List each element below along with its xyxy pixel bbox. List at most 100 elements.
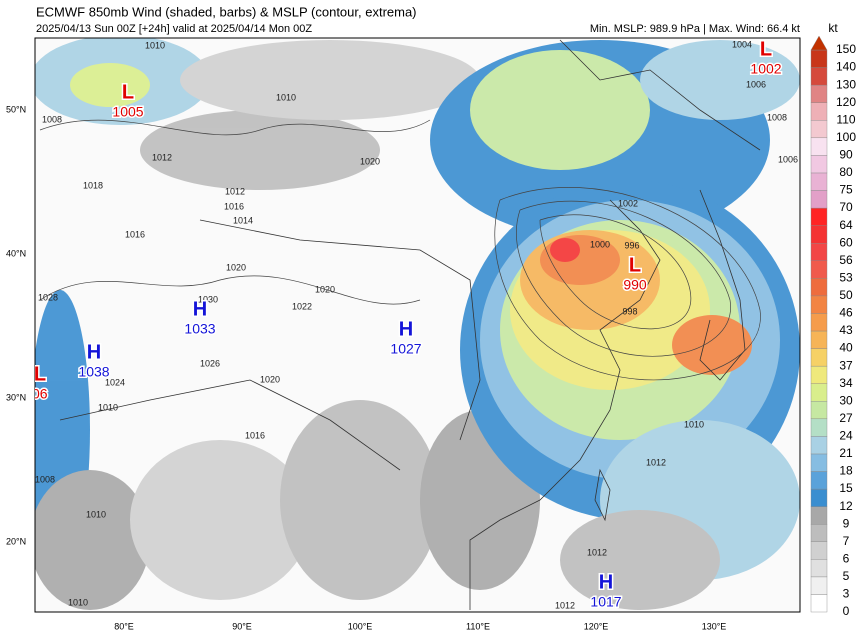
isobar-label: 1022	[292, 301, 312, 311]
isobar-label: 1008	[767, 112, 787, 122]
isobar-label: 1002	[618, 198, 638, 208]
lon-label: 90°E	[232, 621, 252, 631]
isobar-label: 1010	[276, 92, 296, 102]
colorbar-segment	[810, 365, 828, 384]
center-symbol: H	[87, 341, 101, 363]
colorbar-segment	[810, 137, 828, 156]
colorbar-label: 110	[836, 112, 855, 126]
colorbar-label: 46	[839, 306, 853, 320]
center-symbol: H	[399, 318, 413, 340]
isobar-label: 1010	[145, 40, 165, 50]
center-symbol: L	[34, 363, 46, 385]
lon-label: 110°E	[466, 621, 490, 631]
colorbar-segment	[810, 348, 828, 367]
isobar-label: 998	[622, 306, 637, 316]
colorbar-segment	[810, 120, 828, 139]
colorbar-arrow	[810, 35, 828, 51]
colorbar-label: 90	[839, 148, 853, 162]
isobar-label: 1014	[233, 215, 253, 225]
isobars	[39, 119, 761, 381]
colorbar-label: 5	[843, 569, 850, 583]
isobar-label: 1012	[152, 152, 172, 162]
colorbar-label: 0	[843, 604, 850, 618]
colorbar-label: 40	[839, 341, 853, 355]
center-symbol: L	[760, 38, 772, 60]
colorbar-label: 21	[839, 446, 853, 460]
map-stats: Min. MSLP: 989.9 hPa | Max. Wind: 66.4 k…	[590, 23, 800, 35]
colorbar-segment	[810, 242, 828, 261]
isobar-label: 1012	[587, 547, 607, 557]
colorbar-label: 18	[839, 464, 853, 478]
colorbar-label: 140	[836, 60, 856, 74]
center-symbol: L	[122, 81, 134, 103]
colorbar-label: 15	[839, 481, 853, 495]
colorbar-segment	[810, 207, 828, 226]
colorbar-unit: kt	[828, 21, 838, 35]
lon-label: 100°E	[348, 621, 373, 631]
colorbar-segment	[810, 471, 828, 490]
isobar-label: 1008	[42, 114, 62, 124]
colorbar-segment	[810, 278, 828, 297]
isobar-label: 1028	[38, 292, 58, 302]
center-value: 1038	[78, 364, 109, 380]
isobar-label: 1020	[315, 284, 335, 294]
colorbar-segment	[810, 383, 828, 402]
colorbar-segment	[810, 225, 828, 244]
center-value: 1027	[390, 341, 421, 357]
colorbar-segment	[810, 330, 828, 349]
colorbar-segment	[810, 594, 828, 613]
center-value: 1033	[184, 321, 215, 337]
lat-label: 30°N	[6, 392, 26, 402]
isobar-label: 1006	[746, 79, 766, 89]
colorbar-segment	[810, 418, 828, 437]
center-value: 1002	[750, 61, 781, 77]
center-value: 1017	[590, 594, 621, 610]
map-subtitle: 2025/04/13 Sun 00Z [+24h] valid at 2025/…	[36, 23, 312, 35]
colorbar-label: 3	[843, 587, 850, 601]
lat-label: 50°N	[6, 104, 26, 114]
colorbar-label: 130	[836, 77, 856, 91]
isobar-label: 1020	[360, 156, 380, 166]
lon-label: 130°E	[702, 621, 727, 631]
colorbar-segment	[810, 295, 828, 314]
isobar-label: 1020	[260, 374, 280, 384]
colorbar-label: 53	[839, 270, 853, 284]
isobar-label: 1024	[105, 377, 125, 387]
colorbar-segment	[810, 436, 828, 455]
lon-label: 80°E	[114, 621, 134, 631]
map-title: ECMWF 850mb Wind (shaded, barbs) & MSLP …	[36, 4, 417, 19]
colorbar-segment	[810, 155, 828, 174]
isobar-label: 1030	[198, 294, 218, 304]
colorbar-segment	[810, 576, 828, 595]
colorbar-label: 24	[839, 429, 853, 443]
colorbar-label: 34	[839, 376, 853, 390]
colorbar-segment	[810, 172, 828, 191]
isobar-label: 1020	[226, 262, 246, 272]
center-symbol: L	[629, 254, 641, 276]
wind-shading	[35, 38, 800, 610]
colorbar-segment	[810, 67, 828, 86]
colorbar-segment	[810, 102, 828, 121]
map-frame	[34, 37, 801, 613]
isobar-label: 996	[624, 240, 639, 250]
isobar-label: 1004	[732, 39, 752, 49]
colorbar-segment	[810, 401, 828, 420]
isobar-label: 1000	[590, 239, 610, 249]
colorbar-label: 60	[839, 235, 853, 249]
isobar-label: 1016	[125, 229, 145, 239]
colorbar-segment	[810, 506, 828, 525]
map-labels: 1010 1008 1012 1018 1016 1020 1010 1012 1014 1016…	[34, 38, 798, 611]
isobar-label: 1006	[778, 154, 798, 164]
isobar-label: 1026	[200, 358, 220, 368]
colorbar-segment	[810, 313, 828, 332]
colorbar-segment	[810, 84, 828, 103]
map-area	[35, 38, 800, 612]
colorbar-label: 37	[839, 358, 853, 372]
colorbar-label: 64	[839, 218, 853, 232]
center-value: 1005	[112, 104, 143, 120]
colorbar-label: 30	[839, 393, 853, 407]
lat-label: 20°N	[6, 536, 26, 546]
colorbar-label: 43	[839, 323, 853, 337]
colorbar-label: 9	[843, 516, 850, 530]
isobar-label: 1018	[83, 180, 103, 190]
